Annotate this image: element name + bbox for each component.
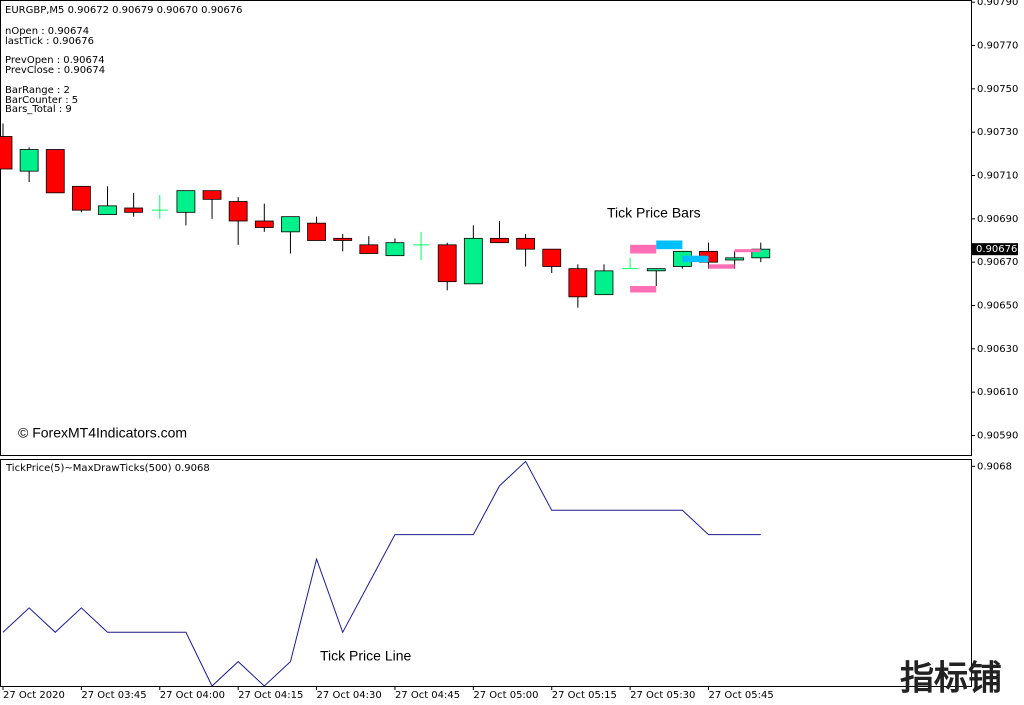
info-line: BarRange : 2 <box>5 85 70 96</box>
candle-body <box>45 149 65 194</box>
info-line: PrevClose : 0.90674 <box>5 65 105 76</box>
annotation: Tick Price Line <box>320 648 412 664</box>
x-tick-label: 27 Oct 03:45 <box>81 690 146 701</box>
logo: 指标铺 <box>900 659 1002 699</box>
tick-price-bar <box>630 244 657 254</box>
x-tick-label: 27 Oct 04:00 <box>160 690 225 701</box>
x-tick-label: 27 Oct 05:30 <box>630 690 695 701</box>
annotation: Tick Price Bars <box>607 205 701 221</box>
candle-body <box>385 242 405 257</box>
y-tick-label: 0.90590 <box>977 431 1018 442</box>
info-line: nOpen : 0.90674 <box>5 26 89 37</box>
info-line: Bars_Total : 9 <box>5 104 72 115</box>
tick-price-bar <box>656 240 683 250</box>
candle-body <box>307 222 326 241</box>
y-tick-label: 0.90670 <box>977 257 1018 268</box>
candle-body <box>124 207 144 213</box>
candle-body <box>490 237 509 244</box>
x-tick-label: 27 Oct 04:30 <box>317 690 382 701</box>
candle-body <box>359 244 379 254</box>
x-tick-label: 27 Oct 05:45 <box>709 690 774 701</box>
y-tick-label: 0.90710 <box>977 171 1018 182</box>
candle-body <box>71 185 91 211</box>
tick-price-bar <box>708 264 735 269</box>
x-tick-label: 27 Oct 04:15 <box>238 690 303 701</box>
y-tick-label: 0.90690 <box>977 214 1018 225</box>
candle-body <box>228 201 248 222</box>
tick-price-bar <box>682 255 709 263</box>
candle-body <box>463 237 483 285</box>
info-line: lastTick : 0.90676 <box>5 36 94 47</box>
candle-body <box>437 244 457 283</box>
y-tick-label: 0.9068 <box>977 461 1012 472</box>
candle-body <box>0 136 13 170</box>
candle-body <box>333 237 353 241</box>
candle-body <box>202 190 222 200</box>
candle-body <box>568 268 588 298</box>
current-price-box <box>972 243 1018 256</box>
candle-body <box>516 237 535 250</box>
candle-body <box>176 190 196 213</box>
candle-body <box>542 248 562 267</box>
info-line: BarCounter : 5 <box>5 95 78 106</box>
y-tick-label: 0.90630 <box>977 344 1018 355</box>
y-tick-label: 0.90730 <box>977 127 1018 138</box>
tick-price-bar <box>630 286 657 293</box>
x-tick-label: 27 Oct 05:00 <box>473 690 538 701</box>
x-tick-label: 27 Oct 04:45 <box>395 690 460 701</box>
main-panel <box>0 0 972 456</box>
tick-price-line <box>2 460 761 687</box>
candle-body <box>254 220 274 228</box>
y-tick-label: 0.90770 <box>977 41 1018 52</box>
tick-price-bar <box>734 249 761 253</box>
candle-body <box>98 205 117 215</box>
y-tick-label: 0.90750 <box>977 84 1018 95</box>
candle-body <box>646 268 666 272</box>
y-tick-label: 0.90610 <box>977 387 1018 398</box>
current-price-label: 0.90676 <box>976 244 1017 255</box>
candle-body <box>19 149 39 172</box>
y-tick-label: 0.90790 <box>977 0 1018 8</box>
candle-body <box>594 270 614 296</box>
chart-title: EURGBP,M5 0.90672 0.90679 0.90670 0.9067… <box>5 5 243 16</box>
indicator-title: TickPrice(5)~MaxDrawTicks(500) 0.9068 <box>5 463 210 474</box>
candle-body <box>725 257 745 261</box>
x-tick-label: 27 Oct 05:15 <box>552 690 617 701</box>
y-tick-label: 0.90650 <box>977 301 1018 312</box>
indicator-panel <box>0 459 972 687</box>
candle-body <box>281 216 300 233</box>
watermark-text: © ForexMT4Indicators.com <box>18 425 187 441</box>
x-tick-label: 27 Oct 2020 <box>3 690 65 701</box>
info-line: PrevOpen : 0.90674 <box>5 55 105 66</box>
